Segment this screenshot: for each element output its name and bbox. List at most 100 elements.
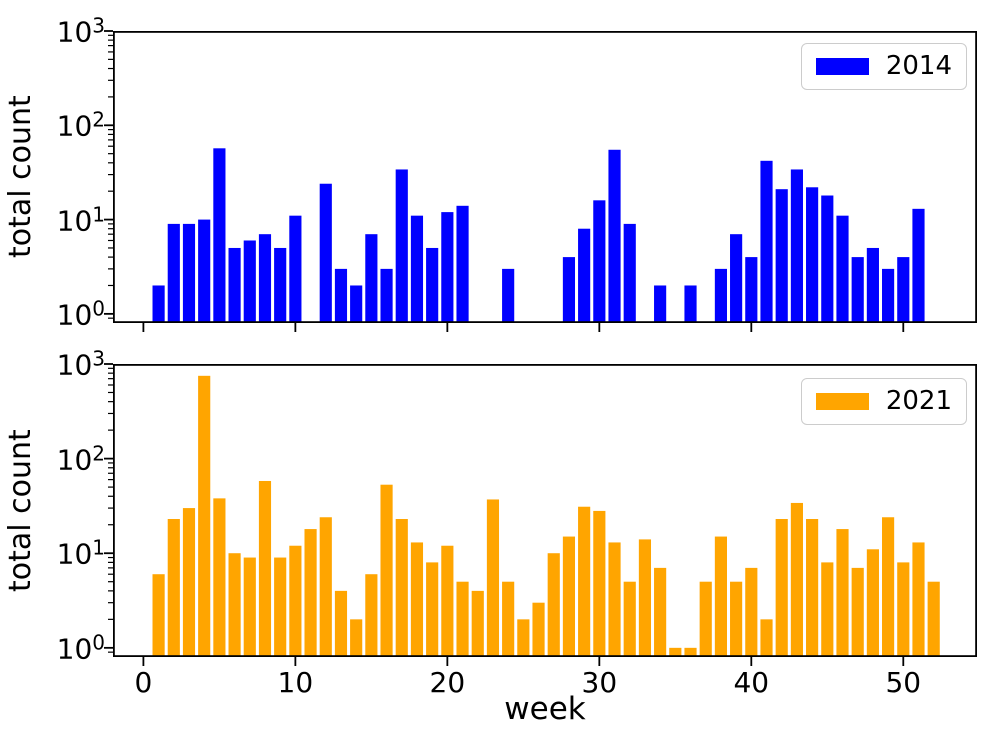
bar-week-51	[912, 208, 925, 323]
bar-week-46	[836, 529, 849, 657]
bar-week-30	[593, 510, 606, 657]
y-tick-label: 100	[56, 630, 105, 666]
bar-week-20	[441, 212, 454, 323]
bar-week-41	[760, 619, 773, 657]
bar-week-43	[790, 502, 803, 657]
legend-label-2014: 2014	[885, 51, 952, 81]
bar-week-27	[547, 553, 560, 657]
bar-week-7	[243, 557, 256, 657]
plot-area-2014	[104, 30, 978, 332]
y-tick-label: 102	[56, 107, 105, 143]
bar-week-44	[806, 187, 819, 323]
bar-week-1	[152, 285, 165, 323]
y-axis-label-bottom: total count	[3, 429, 38, 592]
bar-week-8	[258, 234, 272, 323]
bar-week-46	[836, 215, 849, 323]
bar-week-6	[228, 553, 241, 657]
bar-week-50	[897, 562, 910, 657]
bar-week-47	[851, 257, 864, 323]
bar-week-39	[730, 234, 743, 323]
bar-week-14	[350, 619, 363, 657]
bar-week-3	[182, 223, 196, 323]
bar-week-42	[775, 519, 788, 657]
bar-week-48	[866, 549, 879, 657]
bar-week-18	[410, 215, 424, 323]
bar-week-10	[289, 215, 302, 323]
bar-week-29	[578, 506, 591, 657]
bar-week-24	[502, 268, 515, 323]
bar-week-18	[410, 542, 424, 657]
bar-week-25	[517, 619, 530, 657]
bar-week-22	[471, 590, 484, 657]
bar-week-31	[608, 149, 621, 323]
bar-week-15	[365, 574, 378, 657]
bar-week-28	[562, 257, 576, 323]
bar-week-30	[593, 200, 606, 323]
bar-week-47	[851, 567, 864, 657]
bar-week-7	[243, 240, 256, 323]
bar-week-32	[623, 581, 636, 657]
bar-week-12	[319, 183, 332, 323]
bar-week-5	[213, 148, 226, 323]
bar-week-5	[213, 498, 226, 657]
bar-week-4	[198, 375, 211, 657]
x-tick-label: 10	[277, 666, 314, 699]
bar-week-4	[198, 219, 211, 323]
bar-week-12	[319, 517, 332, 657]
y-tick-label: 102	[56, 441, 105, 477]
bar-week-43	[790, 169, 803, 323]
bar-week-40	[745, 567, 758, 657]
bar-week-23	[486, 499, 500, 657]
legend-swatch-2021-icon	[815, 393, 869, 411]
bar-week-21	[456, 205, 469, 323]
bar-week-16	[380, 484, 393, 657]
bar-week-48	[866, 247, 879, 323]
bar-week-52	[927, 581, 940, 657]
bar-week-14	[350, 285, 363, 323]
legend-label-2021: 2021	[885, 386, 952, 416]
bar-week-49	[882, 517, 895, 657]
bar-week-36	[684, 285, 697, 323]
y-tick-label: 101	[56, 202, 105, 238]
legend-swatch-2014-icon	[815, 58, 869, 76]
bar-week-39	[730, 581, 743, 657]
bar-week-17	[395, 169, 408, 323]
bar-week-2	[167, 519, 180, 657]
x-tick-label: 20	[429, 666, 466, 699]
bar-week-34	[654, 285, 667, 323]
bar-week-45	[821, 562, 834, 657]
bar-week-33	[638, 539, 652, 657]
bar-week-29	[578, 228, 591, 323]
bar-week-10	[289, 545, 302, 657]
bar-week-41	[760, 160, 773, 323]
bar-week-38	[714, 536, 727, 657]
bar-week-16	[380, 268, 393, 323]
bar-week-50	[897, 257, 910, 323]
bar-week-9	[274, 247, 287, 323]
x-tick-label: 30	[581, 666, 618, 699]
bar-week-51	[912, 542, 925, 657]
bar-week-8	[258, 480, 272, 657]
bar-week-44	[806, 519, 819, 657]
bar-week-21	[456, 581, 469, 657]
bar-week-42	[775, 189, 788, 323]
bar-week-19	[426, 247, 439, 323]
legend-2021: 2021	[800, 378, 967, 426]
bar-week-26	[532, 602, 545, 657]
bar-week-49	[882, 268, 895, 323]
bar-week-19	[426, 562, 439, 657]
y-axis-label-top: total count	[3, 95, 38, 259]
bar-week-13	[334, 590, 348, 657]
bar-week-38	[714, 268, 727, 323]
bar-week-45	[821, 195, 834, 323]
bar-week-15	[365, 234, 378, 323]
bar-week-36	[684, 647, 697, 657]
bar-week-2	[167, 223, 180, 323]
bar-week-24	[502, 581, 515, 657]
axes-spines	[112, 363, 978, 658]
bar-week-34	[654, 567, 667, 657]
bar-week-3	[182, 508, 196, 657]
plot-area-2021	[104, 363, 978, 666]
x-tick-label: 40	[733, 666, 770, 699]
